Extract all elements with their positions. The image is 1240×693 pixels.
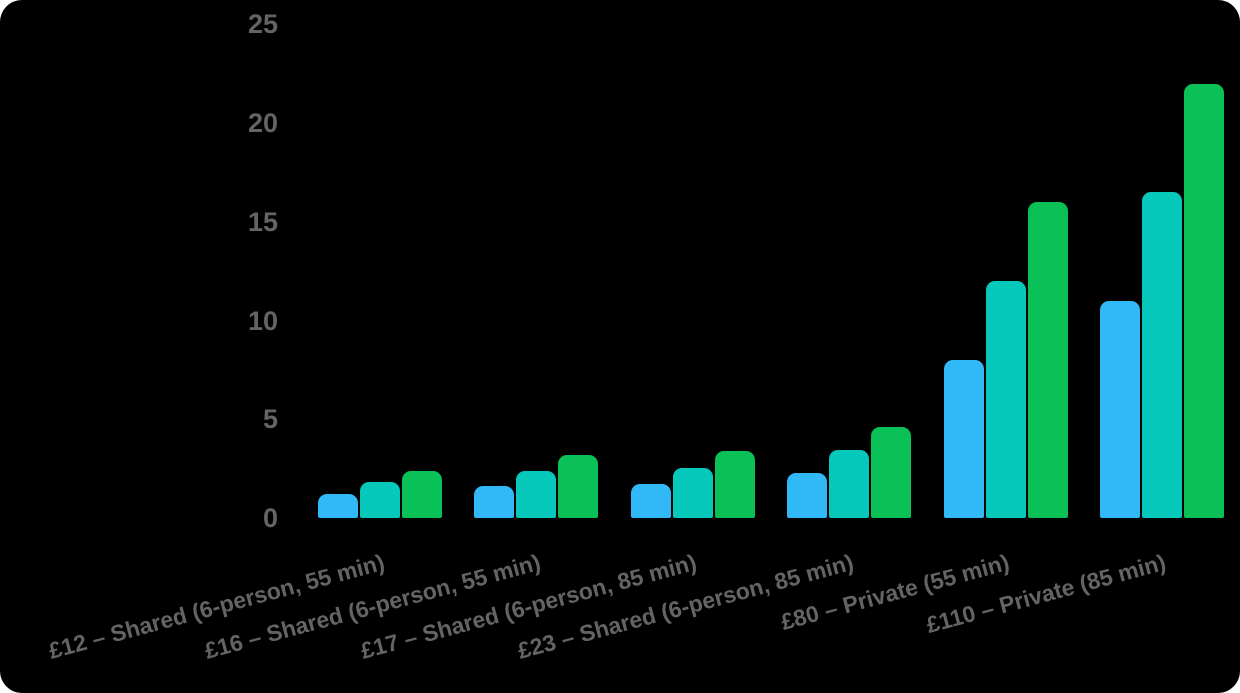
bar-teal — [829, 449, 870, 518]
bar-green — [714, 450, 755, 518]
y-axis-tick-label: 20 — [247, 108, 278, 138]
bar-teal — [360, 482, 400, 518]
bar-green — [402, 470, 442, 518]
bar-teal — [1142, 192, 1182, 518]
y-axis-tick-label: 10 — [247, 305, 278, 336]
bar-green — [558, 454, 599, 518]
y-axis-tick-label: 15 — [247, 206, 278, 237]
bar-green — [1184, 83, 1224, 518]
bar-blue — [630, 484, 671, 518]
bar-blue — [318, 494, 358, 518]
bar-blue — [1100, 300, 1140, 518]
bar-teal — [672, 467, 713, 518]
bar-blue — [943, 360, 984, 518]
bar-green — [1027, 202, 1068, 518]
bar-blue — [787, 472, 828, 518]
bar-teal — [985, 281, 1026, 518]
bar-blue — [474, 486, 515, 518]
y-axis-tick-label: 5 — [262, 404, 278, 435]
bar-green — [871, 427, 912, 518]
y-axis-tick-label: 25 — [247, 9, 278, 40]
bar-teal — [516, 470, 557, 518]
y-axis-tick-label: 0 — [262, 503, 278, 533]
